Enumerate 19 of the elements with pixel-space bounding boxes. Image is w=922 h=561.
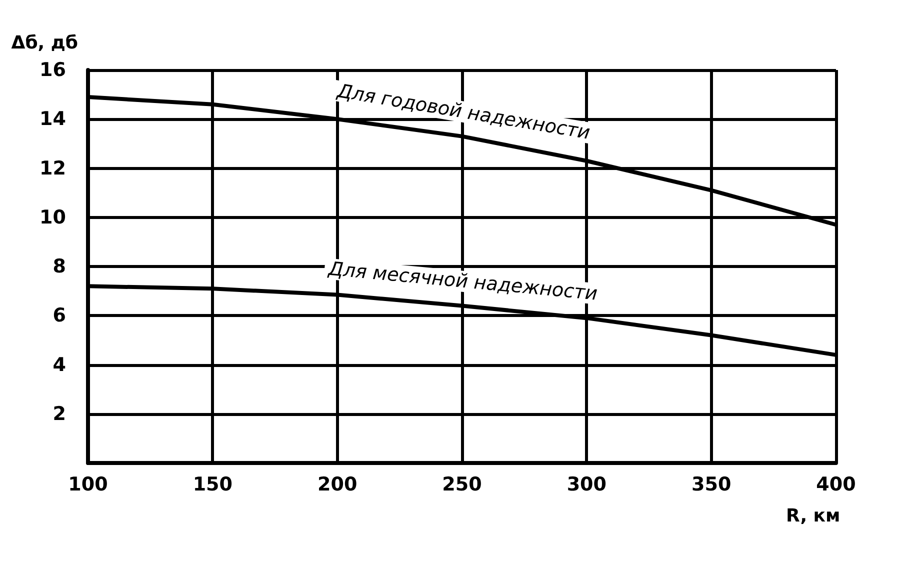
y-tick-label: 14 <box>40 108 66 130</box>
y-tick-label: 12 <box>40 157 66 180</box>
x-tick-label: 350 <box>691 474 732 496</box>
x-tick-label: 250 <box>442 474 482 496</box>
y-tick-label: 16 <box>40 59 66 81</box>
x-tick-label: 150 <box>192 474 233 496</box>
text: Для годовой надежности <box>334 80 592 144</box>
y-tick-label: 2 <box>52 402 66 425</box>
x-tick-label: 400 <box>816 474 856 496</box>
y-tick-label: 8 <box>52 256 66 278</box>
text: Для месячной надежности <box>326 258 598 305</box>
y-tick-label: 6 <box>52 304 66 327</box>
x-tick-label: 300 <box>566 474 607 496</box>
y-axis-title: Δб, дб <box>11 32 78 54</box>
x-axis-title: R, км <box>786 506 840 526</box>
x-tick-label: 100 <box>68 474 108 496</box>
y-tick-label: 4 <box>52 354 66 376</box>
x-tick-label: 200 <box>317 474 358 496</box>
y-tick-label: 10 <box>40 206 66 228</box>
